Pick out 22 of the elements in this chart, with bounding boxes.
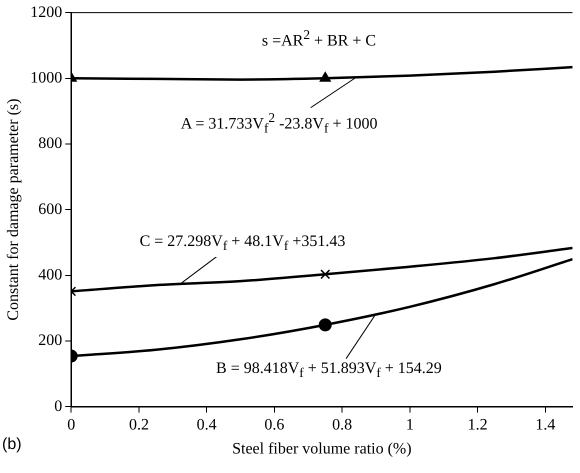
y-tick-label: 600 xyxy=(38,200,62,218)
x-tick-label: 0 xyxy=(67,416,76,434)
annotation: B = 98.418V$_{f}$ + 51.893V$_{f}$ + 154.29 xyxy=(216,358,442,383)
annotation: s =AR$^{2}$ + BR + C xyxy=(262,26,376,51)
y-axis-title: Constant for damage parameter (s) xyxy=(4,98,22,321)
annotation: A = 31.733V$_{f}$$^{2}$ -23.8V$_{f}$ + 1000 xyxy=(180,108,378,138)
x-tick-label: 1.4 xyxy=(535,416,556,434)
y-tick-label: 800 xyxy=(38,135,62,152)
y-tick-label: 400 xyxy=(38,266,62,284)
x-tick-label: 0.6 xyxy=(264,416,284,434)
x-tick-label: 0.8 xyxy=(332,416,352,434)
text: (b) xyxy=(2,435,22,455)
annotation: C = 27.298V$_{f}$ + 48.1V$_{f}$ +351.43 xyxy=(140,232,346,257)
x-tick-label: 0.4 xyxy=(196,416,217,434)
y-tick-label: 0 xyxy=(54,398,62,415)
x-tick-label: 1.2 xyxy=(468,416,488,434)
x-axis-title: Steel fiber volume ratio (%) xyxy=(232,440,412,458)
x-tick-label: 0.2 xyxy=(128,416,149,434)
y-tick-label: 1000 xyxy=(30,69,62,86)
x-tick-label: 1 xyxy=(406,416,414,434)
y-tick-label: 200 xyxy=(38,332,62,350)
y-tick-label: 1200 xyxy=(30,4,62,21)
